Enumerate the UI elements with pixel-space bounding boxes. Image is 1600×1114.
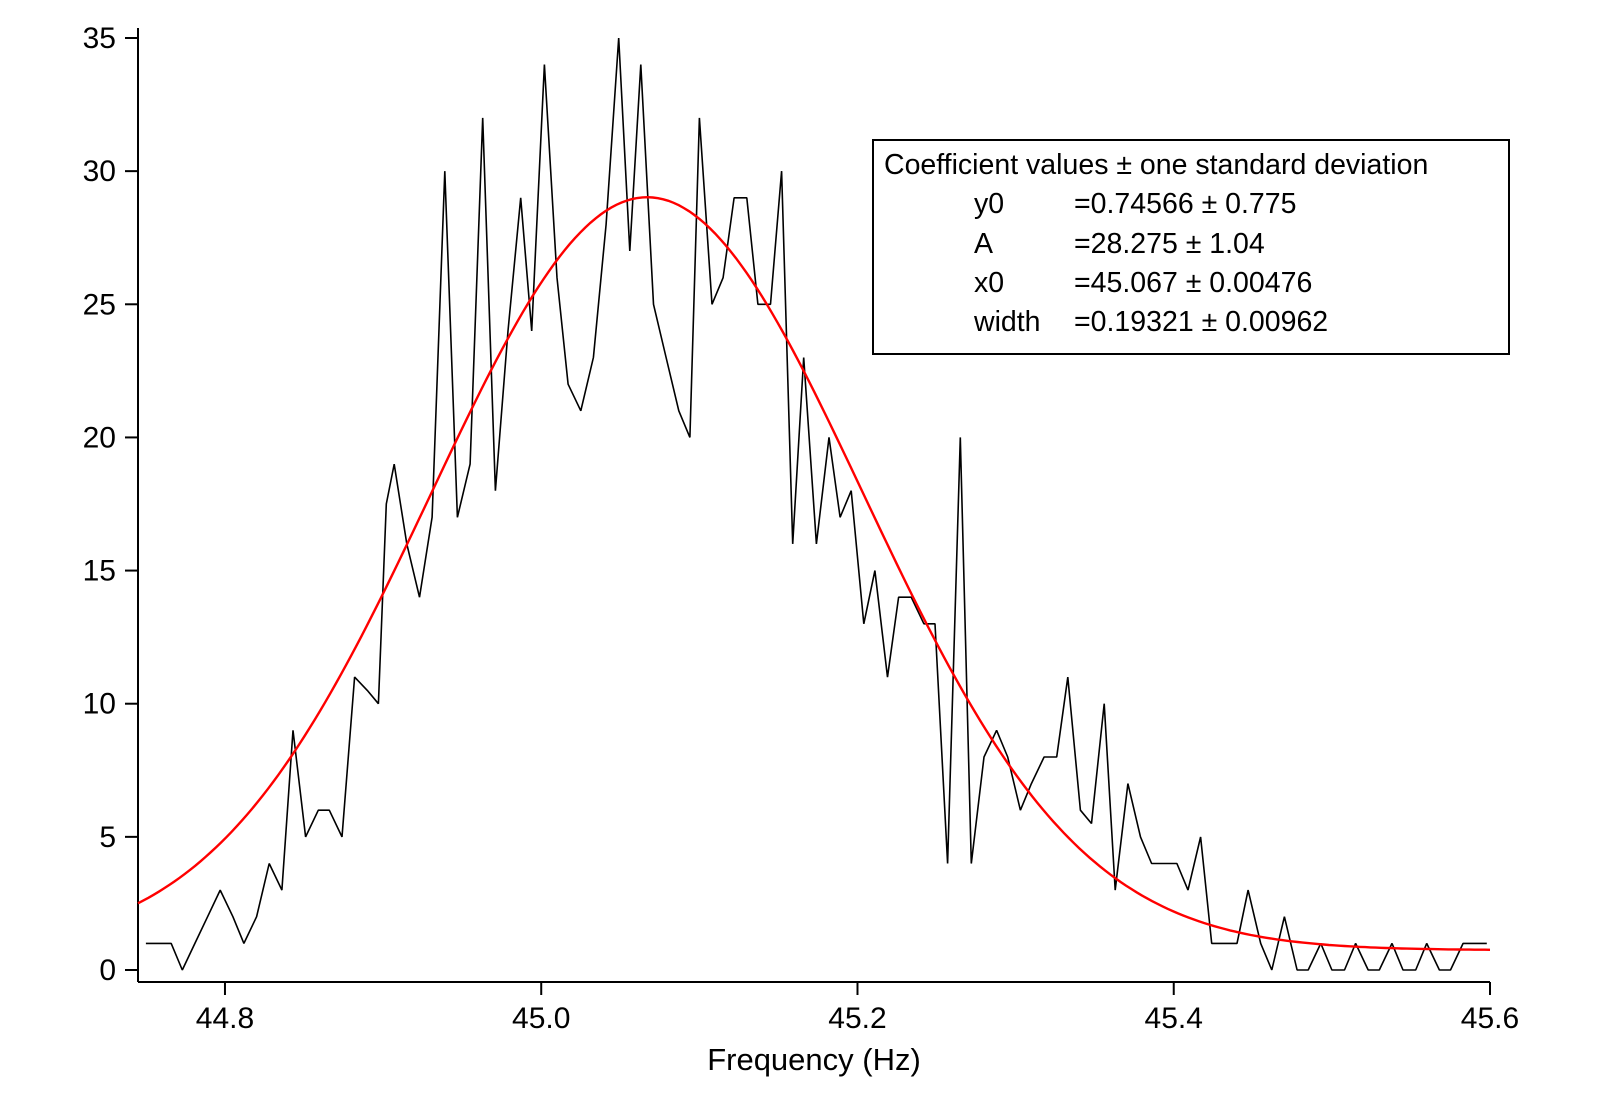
coef-value: =0.19321 ± 0.00962 [1074,306,1329,339]
annotation-row: y0 =0.74566 ± 0.775 [974,185,1498,224]
coef-name: A [974,227,994,260]
data-trace [145,37,1487,971]
annotation-title: Coefficient values ± one standard deviat… [884,149,1429,181]
y-tick-label: 10 [83,688,116,721]
coef-value: =0.74566 ± 0.775 [1074,188,1297,221]
x-tick-label: 44.8 [196,1002,254,1035]
annotation-row: width =0.19321 ± 0.00962 [974,303,1498,342]
x-axis-title: Frequency (Hz) [707,1042,921,1077]
coef-name: width [974,306,1041,339]
x-tick-label: 45.0 [512,1002,570,1035]
x-tick-label: 45.2 [828,1002,886,1035]
fit-results-box: Coefficient values ± one standard deviat… [872,139,1510,355]
annotation-row: x0 =45.067 ± 0.00476 [974,264,1498,303]
y-tick-label: 25 [83,288,116,321]
y-tick-label: 30 [83,155,116,188]
coef-value: =45.067 ± 0.00476 [1074,266,1313,299]
x-tick-label: 45.6 [1461,1002,1519,1035]
annotation-row: A =28.275 ± 1.04 [974,225,1498,264]
coef-value: =28.275 ± 1.04 [1074,227,1265,260]
coef-name: x0 [974,266,1005,299]
gaussian-fit-curve [137,195,1491,951]
y-tick-label: 15 [83,555,116,588]
y-tick-label: 35 [83,22,116,55]
x-tick-label: 45.4 [1145,1002,1203,1035]
y-tick-label: 5 [99,821,116,854]
y-tick-label: 0 [99,954,116,987]
y-tick-label: 20 [83,421,116,454]
coef-name: y0 [974,188,1005,221]
